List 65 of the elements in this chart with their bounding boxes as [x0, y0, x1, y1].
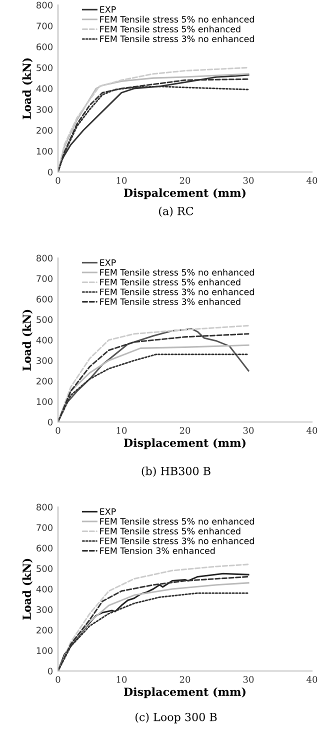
y-tick-label: 700: [36, 524, 53, 532]
x-tick-label: 10: [116, 427, 127, 434]
y-axis-title: Load (kN): [22, 558, 33, 620]
text: (a) RC: [159, 206, 194, 217]
y-tick-label: 500: [36, 565, 53, 572]
legend-label: FEM Tensile stress 3% no enhanced: [100, 537, 254, 544]
x-tick-label: 20: [180, 427, 190, 434]
y-tick-label: 600: [36, 296, 53, 303]
text: (b) HB300 B: [142, 466, 210, 477]
text: (c) Loop 300 B: [136, 712, 217, 724]
legend-label: FEM Tensile stress 3% enhanced: [100, 298, 240, 305]
y-tick-label: 100: [36, 647, 53, 654]
y-axis-title: Load (kN): [22, 58, 33, 120]
legend-label: FEM Tensile stress 5% no enhanced: [100, 268, 254, 276]
y-tick-label: 0: [48, 668, 53, 675]
legend-label: FEM Tensile stress 3% no enhanced: [100, 35, 254, 42]
legend-label: FEM Tensile stress 5% no enhanced: [100, 16, 254, 23]
y-tick-label: 400: [36, 85, 53, 92]
x-tick-label: 20: [180, 177, 190, 184]
x-axis-title: Dispalcement (mm): [124, 188, 246, 200]
y-tick-label: 200: [36, 626, 53, 634]
y-tick-label: 800: [36, 254, 53, 262]
y-tick-label: 200: [36, 126, 53, 134]
y-tick-label: 500: [36, 64, 53, 72]
y-tick-label: 600: [36, 43, 53, 50]
legend-label: FEM Tensile stress 5% enhanced: [100, 26, 240, 32]
y-tick-label: 300: [36, 606, 53, 614]
y-tick-label: 300: [36, 357, 53, 364]
x-tick-label: 40: [306, 676, 318, 683]
x-tick-label: 0: [56, 676, 60, 683]
y-tick-label: 0: [48, 168, 53, 176]
x-tick-label: 40: [306, 427, 318, 434]
legend-label: FEM Tensile stress 5% enhanced: [100, 528, 240, 534]
y-tick-label: 500: [36, 316, 53, 324]
y-tick-label: 400: [36, 336, 53, 344]
x-tick-label: 0: [56, 427, 60, 434]
x-tick-label: 30: [243, 676, 254, 683]
y-tick-label: 0: [48, 418, 53, 426]
y-axis-title: Load (kN): [22, 310, 33, 371]
legend-label: FEM Tension 3% enhanced: [100, 547, 215, 554]
y-tick-label: 800: [36, 504, 53, 511]
y-tick-label: 400: [36, 586, 53, 593]
y-tick-label: 300: [36, 106, 53, 113]
legend-label: EXP: [100, 259, 116, 266]
x-tick-label: 30: [243, 427, 254, 434]
y-tick-label: 600: [36, 544, 53, 552]
y-tick-label: 100: [36, 398, 53, 406]
x-tick-label: 30: [243, 177, 254, 184]
x-tick-label: 40: [306, 177, 318, 184]
x-axis-title: Displacement (mm): [124, 438, 246, 450]
x-tick-label: 10: [116, 177, 127, 184]
y-tick-label: 800: [36, 2, 53, 9]
legend-label: EXP: [100, 508, 116, 515]
legend-label: EXP: [100, 6, 116, 13]
x-tick-label: 10: [116, 676, 127, 683]
y-tick-label: 200: [36, 378, 53, 385]
y-tick-label: 700: [36, 275, 53, 282]
x-tick-label: 0: [56, 177, 60, 184]
x-axis-title: Displacement (mm): [124, 687, 246, 698]
legend-label: FEM Tensile stress 3% no enhanced: [100, 288, 254, 296]
legend-label: FEM Tensile stress 5% enhanced: [100, 278, 240, 286]
y-tick-label: 700: [36, 22, 53, 30]
y-tick-label: 100: [36, 148, 53, 155]
legend-label: FEM Tensile stress 5% no enhanced: [100, 518, 254, 525]
x-tick-label: 20: [180, 676, 190, 683]
